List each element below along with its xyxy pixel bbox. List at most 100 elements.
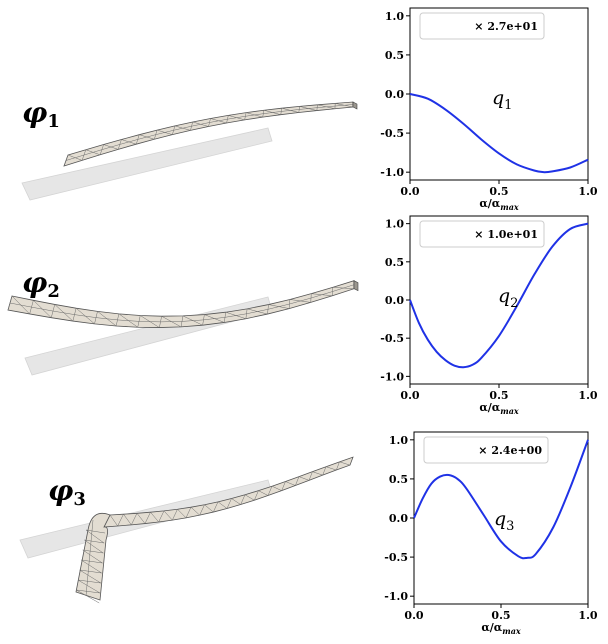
- x-tick-label: 1.0: [578, 609, 597, 622]
- mesh-line: [213, 501, 219, 513]
- y-tick-label: 0.0: [385, 88, 404, 101]
- mesh-line: [285, 481, 296, 486]
- x-tick-label: 0.5: [491, 609, 510, 622]
- mesh-line: [84, 539, 104, 554]
- series-line-q1: [409, 93, 589, 174]
- mesh-line: [77, 579, 102, 584]
- reference-beam: [21, 127, 273, 201]
- series-label-main: q: [492, 87, 504, 109]
- mesh-line: [82, 549, 103, 564]
- x-tick-label: 1.0: [578, 185, 597, 198]
- mesh-line: [295, 476, 300, 486]
- chart-3: -1.0 -0.5 0.0 0.5 1.0 0.0 0.5 1.0 α/αmax × 2.4e+0…: [384, 431, 598, 636]
- legend-box: [419, 12, 545, 40]
- x-tick-label: 0.5: [489, 389, 508, 402]
- series-label-main: q: [494, 508, 506, 530]
- mesh-line: [217, 501, 228, 509]
- y-tick-label: -1.0: [380, 166, 404, 179]
- mesh-line: [136, 513, 146, 524]
- mesh-line: [271, 485, 282, 491]
- mesh-line: [281, 481, 286, 491]
- mesh-line: [199, 504, 205, 516]
- beam-mode-3: φ3: [19, 456, 354, 604]
- mesh-line: [163, 510, 173, 521]
- y-tick-label: 0.5: [385, 49, 404, 62]
- series-label-sub: 2: [510, 296, 518, 311]
- mesh-line: [240, 494, 246, 505]
- mesh-line: [131, 513, 138, 525]
- mesh-line: [231, 498, 241, 505]
- x-tick-label: 0.5: [489, 185, 508, 198]
- x-axis-label: α/αmax: [481, 621, 521, 636]
- x-tick-label: 0.0: [400, 389, 419, 402]
- mesh-line: [85, 529, 105, 544]
- scale-label: × 1.0e+01: [474, 228, 538, 241]
- mesh-line: [9, 284, 355, 323]
- y-tick-label: 0.0: [385, 294, 404, 307]
- deformed-beam: [7, 280, 355, 328]
- mesh-line: [84, 539, 105, 544]
- series-label: q1: [492, 87, 512, 113]
- x-tick-label: 0.0: [400, 185, 419, 198]
- x-axis-label-main: α/α: [481, 621, 502, 634]
- mode-symbol: φ: [22, 96, 48, 129]
- beam-end-face: [353, 280, 359, 292]
- mesh-line: [81, 559, 102, 574]
- y-tick-label: -1.0: [380, 370, 404, 383]
- scale-label: × 2.7e+01: [474, 20, 538, 33]
- mode-subscript: 3: [73, 489, 86, 510]
- mesh-line: [82, 549, 104, 554]
- series-label: q3: [494, 508, 514, 534]
- series-label-sub: 3: [506, 519, 514, 534]
- mesh-line: [177, 509, 187, 519]
- mesh-line: [336, 461, 340, 471]
- x-tick-label: 1.0: [578, 389, 597, 402]
- mode-symbol: φ: [48, 474, 74, 507]
- mode-subscript: 2: [47, 281, 60, 302]
- x-axis-label-main: α/α: [479, 401, 500, 414]
- mesh-line: [81, 559, 103, 564]
- mesh-line: [85, 529, 106, 534]
- y-tick-label: 0.5: [389, 473, 408, 486]
- y-tick-label: -0.5: [384, 551, 408, 564]
- y-tick-label: -0.5: [380, 332, 404, 345]
- mode-label-2: φ2: [22, 266, 60, 302]
- mesh-line: [79, 569, 101, 584]
- x-axis-label-main: α/α: [479, 197, 500, 210]
- mesh-line: [77, 579, 101, 594]
- mesh-line: [298, 476, 310, 481]
- series-line-q3: [413, 439, 589, 560]
- mesh-line: [226, 498, 232, 509]
- scale-label: × 2.4e+00: [478, 444, 542, 457]
- series-line-q2: [409, 222, 589, 369]
- mesh-line: [85, 519, 94, 597]
- legend-box: [419, 220, 545, 248]
- mesh-line: [109, 514, 118, 527]
- chart-1: -1.0 -0.5 0.0 0.5 1.0 0.0 0.5 1.0 α/αmax × 2.7e+0…: [380, 7, 598, 212]
- beam-mode-2: φ2: [7, 266, 359, 376]
- mesh-line: [158, 510, 165, 523]
- mesh-line: [172, 509, 178, 521]
- x-axis-label-sub: max: [502, 626, 521, 636]
- mesh-line: [150, 512, 159, 523]
- mode-label-3: φ3: [48, 474, 86, 510]
- mesh-line: [65, 104, 354, 161]
- y-tick-label: 1.0: [389, 434, 408, 447]
- mesh-line: [79, 569, 102, 574]
- y-tick-label: 1.0: [385, 218, 404, 231]
- series-label-main: q: [498, 285, 510, 307]
- y-tick-label: -1.0: [384, 590, 408, 603]
- chart-2: -1.0 -0.5 0.0 0.5 1.0 0.0 0.5 1.0 α/αmax × 1.0e+0…: [380, 215, 598, 416]
- mesh-line: [204, 504, 214, 513]
- x-axis-label-sub: max: [500, 202, 519, 212]
- mesh-line: [185, 507, 192, 518]
- series-label: q2: [498, 285, 518, 311]
- mesh-line: [144, 512, 151, 524]
- mesh-line: [322, 466, 327, 476]
- y-tick-label: 0.0: [389, 512, 408, 525]
- mode-label-1: φ1: [22, 96, 60, 132]
- beam-end-face: [352, 101, 358, 110]
- mesh-line: [190, 506, 200, 516]
- mesh-line: [339, 461, 351, 466]
